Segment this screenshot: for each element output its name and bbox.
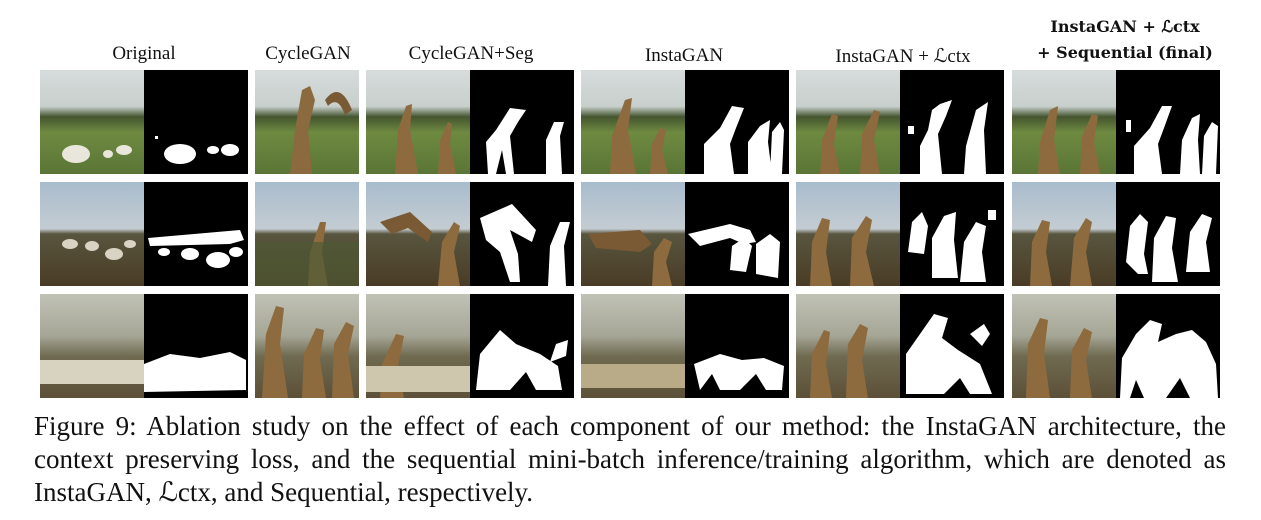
header-final-line1: InstaGAN + ℒctx — [1050, 17, 1200, 36]
header-instagan: InstaGAN — [644, 45, 724, 66]
header-original: Original — [112, 43, 176, 64]
instagan-photo — [581, 70, 685, 174]
ablation-image-grid — [40, 70, 1220, 398]
instagan-ctx-photo — [796, 70, 900, 174]
final-photo — [1012, 182, 1116, 286]
ablation-figure — [40, 70, 1220, 398]
final-mask — [1116, 70, 1220, 174]
figure-caption: Figure 9: Ablation study on the effect o… — [34, 411, 1226, 507]
original-photo — [40, 182, 144, 286]
instagan-ctx-mask — [900, 70, 1004, 174]
header-cyclegan-seg: CycleGAN+Seg — [408, 43, 534, 64]
cyclegan-seg-photo — [366, 70, 470, 174]
original-mask — [144, 70, 248, 174]
final-photo — [1012, 70, 1116, 174]
header-final-line2: + Sequential (final) — [1037, 43, 1213, 62]
header-cyclegan: CycleGAN — [265, 43, 351, 64]
original-photo — [40, 70, 144, 174]
row-1 — [40, 182, 1220, 286]
header-instagan-ctx: InstaGAN + ℒctx — [835, 46, 971, 67]
row-0 — [40, 70, 1220, 174]
row-2 — [40, 294, 1220, 398]
